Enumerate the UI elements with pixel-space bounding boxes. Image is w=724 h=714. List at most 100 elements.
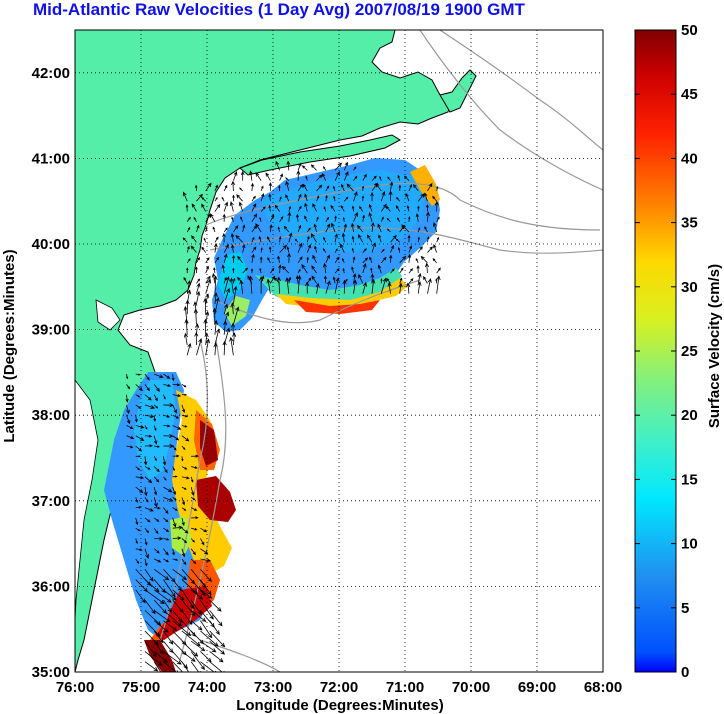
velocity-arrow [425,204,429,212]
velocity-arrow [362,248,367,253]
velocity-arrow [144,610,162,626]
velocity-arrow [251,195,256,202]
colorbar-tick-label: 15 [681,471,698,488]
velocity-arrow [172,610,183,623]
velocity-arrow [126,415,131,425]
velocity-arrow [144,434,153,438]
velocity-arrow [312,203,317,212]
velocity-arrow [285,277,290,294]
long-island [239,134,401,176]
velocity-arrow [275,160,280,171]
velocity-arrow [370,191,374,202]
velocity-arrow [172,661,184,672]
velocity-arrow [181,486,187,490]
velocity-arrow [288,205,291,212]
velocity-arrow [371,242,376,253]
velocity-arrow [153,599,167,614]
velocity-arrow [153,661,162,672]
velocity-arrow [297,268,301,274]
velocity-arrow [181,589,195,610]
velocity-arrow [306,243,312,253]
velocity-arrow [172,536,182,540]
velocity-arrow [214,196,218,202]
velocity-arrows [125,160,441,672]
velocity-arrow [135,384,143,391]
velocity-arrow [181,569,196,585]
velocity-arrow [330,204,336,212]
velocity-arrow [200,630,219,647]
velocity-arrow [144,661,159,672]
velocity-arrow [213,243,218,253]
velocity-arrow [190,245,197,253]
velocity-arrow [408,268,414,274]
velocity-arrow [426,235,430,243]
velocity-arrow [334,268,340,274]
velocity-arrow [144,548,150,560]
velocity-arrow [237,255,243,264]
velocity-arrow [239,187,243,192]
velocity-arrow [172,620,192,636]
velocity-arrow [406,282,411,294]
velocity-arrow [172,671,174,672]
velocity-arrow [190,558,197,565]
velocity-arrow [242,224,246,233]
x-tick-label: 75:00 [122,679,160,696]
velocity-arrow [231,180,236,191]
velocity-arrow [154,558,162,563]
velocity-arrow [190,476,194,483]
velocity-arrow [191,203,197,212]
velocity-arrow [297,193,302,202]
velocity-arrow [436,267,441,274]
velocity-arrow [232,194,235,202]
velocity-arrow [163,373,171,379]
velocity-arrow [389,181,394,191]
velocity-arrow [232,267,235,274]
velocity-arrow [135,527,141,532]
velocity-arrow [406,205,410,212]
velocity-arrow [144,630,159,646]
velocity-arrow [408,184,413,192]
velocity-arrow [153,568,170,581]
velocity-arrow [135,579,148,593]
velocity-arrow [190,538,195,543]
velocity-arrow [322,262,327,274]
velocity-arrow [251,203,257,212]
velocity-arrow [201,196,206,202]
velocity-arrow [288,232,293,243]
velocity-arrow [380,190,386,202]
velocity-arrow [283,225,290,233]
y-tick-label: 36:00 [32,578,70,595]
velocity-arrow [153,466,160,473]
velocity-arrow [171,374,175,382]
velocity-arrow [301,263,308,274]
x-tick-labels: 76:00 75:00 74:00 73:00 72:00 71:00 70:00 69:00… [56,679,622,696]
velocity-arrow [181,404,186,414]
velocity-arrow [135,558,140,565]
velocity-arrow [200,527,208,533]
velocity-arrow [358,273,364,284]
velocity-arrow [277,226,280,233]
velocity-arrow [386,277,391,284]
velocity-arrow [424,226,428,233]
velocity-arrow [260,185,264,192]
velocity-arrow [185,204,189,212]
velocity-arrow [377,223,382,233]
velocity-arrow [201,203,207,212]
velocity-arrow [377,264,382,274]
velocity-arrow [251,246,257,253]
y-tick-label: 39:00 [32,322,70,339]
velocity-arrow [153,517,160,522]
velocity-arrow [144,651,163,666]
velocity-arrow [351,266,354,274]
velocity-arrow [362,214,366,222]
velocity-arrow [163,569,176,583]
velocity-arrow [135,497,138,503]
velocity-arrow [398,184,402,191]
velocity-arrow [181,393,188,396]
velocity-arrow [375,182,382,192]
velocity-arrow [250,268,254,274]
velocity-arrow [417,205,420,212]
velocity-arrow [307,227,311,233]
velocity-arrow [181,558,187,566]
velocity-arrow [388,190,393,202]
